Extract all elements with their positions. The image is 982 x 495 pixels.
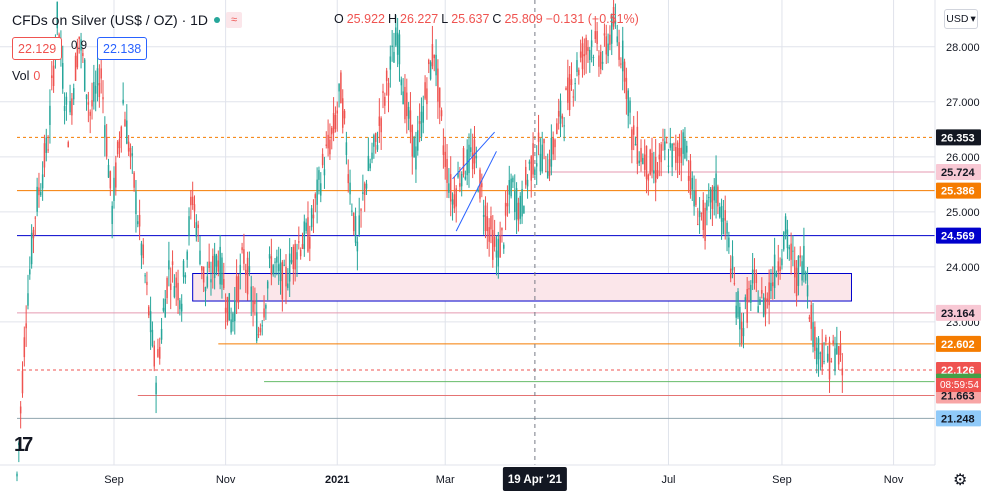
price-label-bg (936, 304, 981, 321)
spread-value: 0.9 (71, 40, 87, 52)
y-tick-label: 26.000 (946, 152, 980, 164)
x-tick-label: 2021 (325, 474, 349, 486)
trend-line (452, 131, 496, 180)
ohlc-change-value: −0.131 (−0.51%) (545, 12, 639, 26)
price-label: 25.386 (941, 186, 975, 198)
price-label-bg (936, 164, 981, 181)
x-tick-label: Jul (661, 474, 675, 486)
chevron-down-icon: ▾ (970, 13, 976, 25)
ohlc-low-value: 25.637 (451, 12, 490, 26)
market-open-dot-icon (214, 17, 221, 23)
chart-header: CFDs on Silver (US$ / OZ) · 1D ≈ (12, 10, 243, 30)
x-tick-label: Sep (104, 474, 124, 486)
x-tick-label: Nov (884, 474, 904, 486)
trend-line (455, 151, 497, 232)
countdown-bg (936, 378, 981, 393)
price-label-bg (936, 129, 981, 146)
wave-icon[interactable]: ≈ (226, 12, 243, 28)
volume-label: Vol (12, 69, 30, 83)
price-label-bg (936, 335, 981, 352)
ohlc-legend: O 25.922 H 26.227 L 25.637 C 25.809 −0.131 (… (334, 12, 639, 26)
gear-icon[interactable]: ⚙ (953, 472, 968, 489)
x-tick-label: Mar (436, 474, 455, 486)
price-label: 21.248 (941, 413, 975, 425)
currency-dropdown[interactable]: USD ▾ (944, 9, 978, 29)
price-label-bg (936, 410, 981, 427)
y-tick-label: 24.000 (946, 262, 980, 274)
ohlc-high-value: 26.227 (400, 12, 439, 26)
symbol-title[interactable]: CFDs on Silver (US$ / OZ) · 1D (12, 12, 209, 28)
x-tick-label: Sep (772, 474, 792, 486)
ohlc-high-key: H (387, 12, 397, 26)
volume-value: 0 (33, 69, 41, 83)
ohlc-open-key: O (334, 12, 344, 26)
price-label-bg (936, 182, 981, 199)
tradingview-logo-icon: 17 (14, 434, 33, 456)
buy-price-button[interactable]: 22.138 (97, 37, 148, 60)
crosshair-date-label: 19 Apr '21 (508, 474, 563, 486)
price-label: 25.724 (941, 167, 976, 179)
x-tick-label: Nov (216, 474, 236, 486)
price-label-bg (936, 227, 981, 244)
price-label: 26.353 (941, 132, 975, 144)
price-label: 23.164 (941, 308, 976, 320)
price-label: 21.663 (941, 390, 975, 402)
price-label: 24.569 (941, 231, 975, 243)
currency-label: USD (946, 13, 969, 25)
crosshair-date-bg (502, 467, 567, 491)
ohlc-open-value: 25.922 (346, 12, 385, 26)
volume-legend: Vol 0 (12, 69, 40, 83)
support-zone-rect (192, 272, 852, 302)
candles-group (16, 0, 844, 482)
y-tick-label: 25.000 (946, 207, 980, 219)
ohlc-low-key: L (441, 12, 449, 26)
ohlc-close-key: C (492, 12, 502, 26)
price-label: 22.602 (941, 339, 975, 351)
sell-price-button[interactable]: 22.129 (12, 37, 63, 60)
countdown-label: 08:59:54 (940, 380, 979, 391)
y-tick-label: 27.000 (946, 97, 980, 109)
ohlc-close-value: 25.809 (504, 12, 543, 26)
y-tick-label: 28.000 (946, 42, 980, 54)
